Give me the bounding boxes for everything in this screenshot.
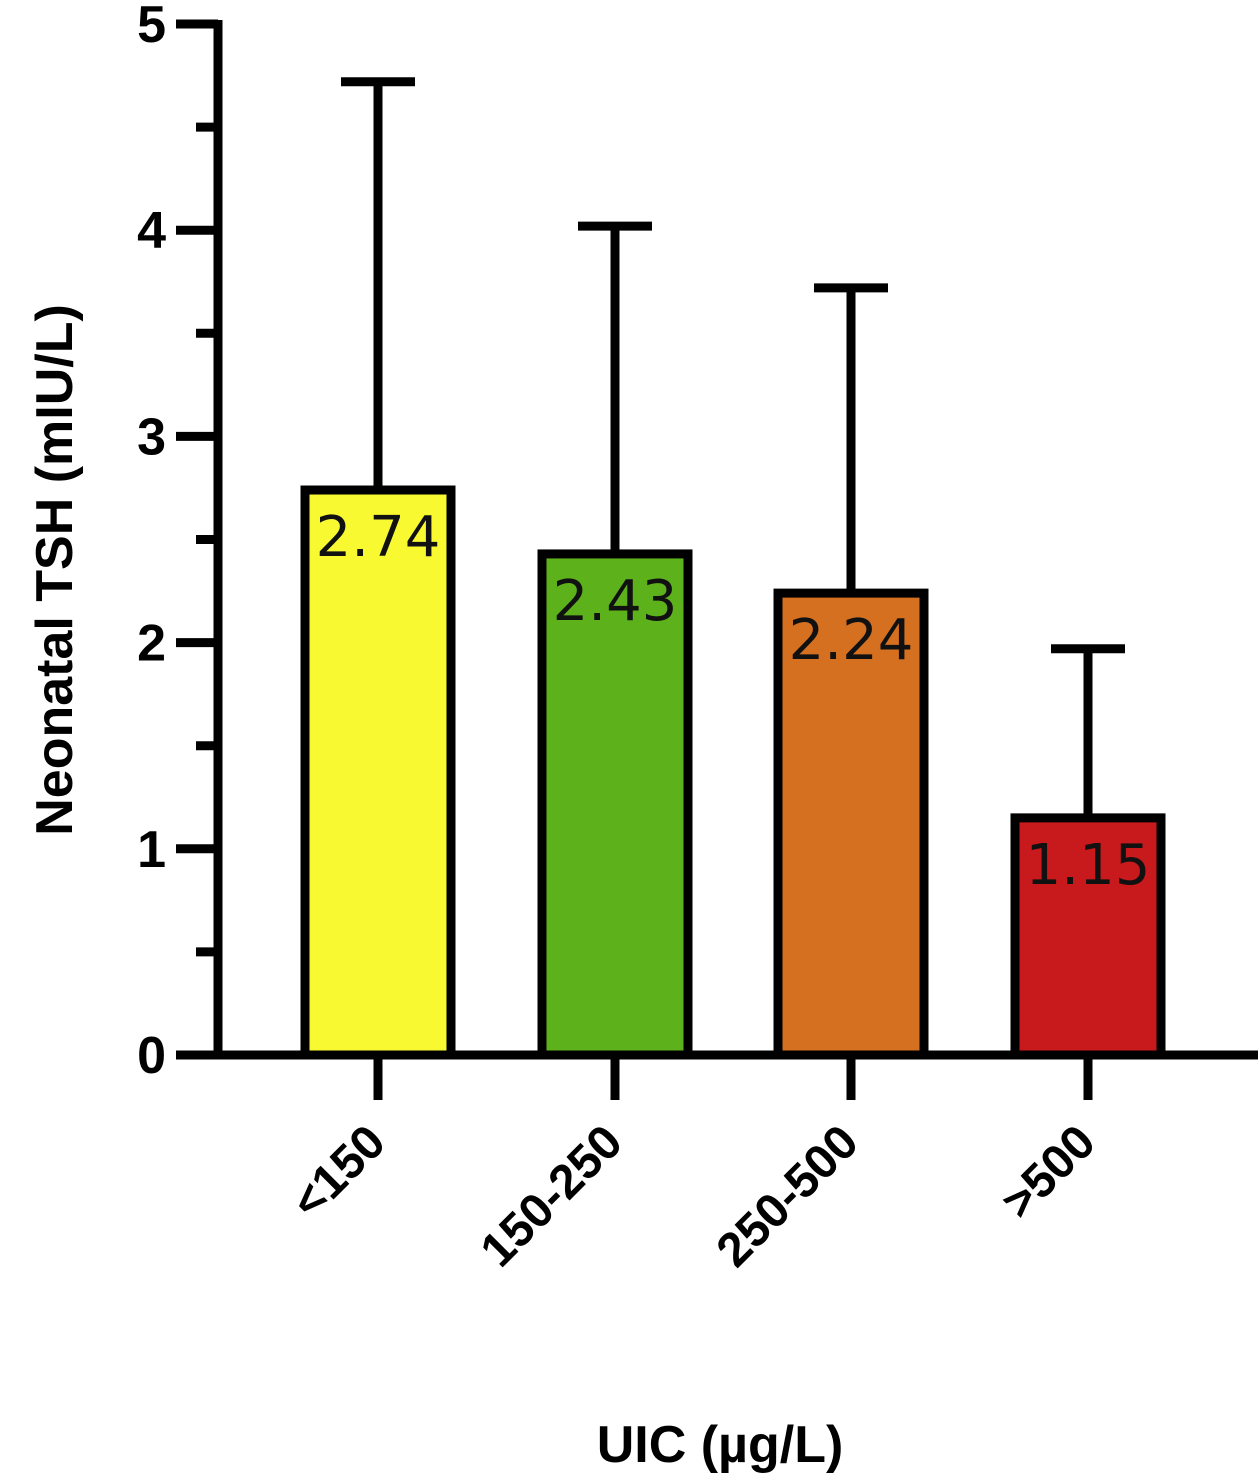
bar-value-label: 2.43 bbox=[553, 569, 678, 634]
x-category-label: <150 bbox=[282, 1115, 396, 1229]
bar bbox=[537, 549, 693, 1060]
y-tick-label: 0 bbox=[137, 1027, 166, 1085]
y-tick-label: 2 bbox=[137, 615, 166, 673]
x-category-label: 250-500 bbox=[707, 1115, 869, 1277]
x-axis-title: UIC (µg/L) bbox=[597, 1416, 844, 1474]
y-tick-label: 3 bbox=[137, 408, 166, 466]
error-bars bbox=[341, 77, 1125, 818]
bar-value-label: 1.15 bbox=[1026, 833, 1151, 898]
bar bbox=[1010, 813, 1166, 1060]
x-category-label: >500 bbox=[992, 1115, 1106, 1229]
bar bbox=[773, 588, 929, 1060]
y-axis-title: Neonatal TSH (mIU/L) bbox=[26, 304, 84, 836]
y-tick-label: 1 bbox=[137, 821, 166, 879]
bar-value-label: 2.24 bbox=[789, 608, 914, 673]
bar bbox=[300, 485, 456, 1060]
y-axis: 0 1 2 3 4 5 bbox=[137, 0, 223, 1085]
x-category-label: 150-250 bbox=[471, 1115, 633, 1277]
y-tick-label: 5 bbox=[137, 0, 166, 54]
y-tick-label: 4 bbox=[137, 202, 166, 260]
bar-value-label: 2.74 bbox=[316, 505, 441, 570]
x-axis: <150 150-250 250-500 >500 bbox=[176, 1050, 1258, 1277]
bars: 2.74 2.43 2.24 1.15 bbox=[300, 485, 1166, 1060]
